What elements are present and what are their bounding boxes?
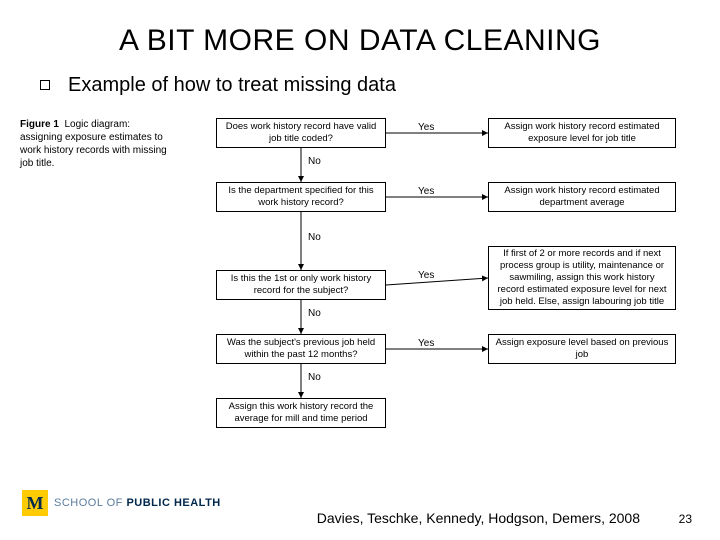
edge-label: No <box>308 232 321 243</box>
logo-text-thin: SCHOOL OF <box>54 497 126 509</box>
bullet-icon <box>40 80 50 90</box>
flow-node-d2: Is the department specified for this wor… <box>216 182 386 212</box>
edge-label: No <box>308 372 321 383</box>
flow-node-a1: Assign work history record estimated exp… <box>488 118 676 148</box>
edge-label: No <box>308 308 321 319</box>
page-number: 23 <box>679 512 692 526</box>
flow-node-d1: Does work history record have valid job … <box>216 118 386 148</box>
flowchart: Does work history record have valid job … <box>188 112 708 462</box>
edge-label: Yes <box>418 338 434 349</box>
citation: Davies, Teschke, Kennedy, Hodgson, Demer… <box>317 510 640 526</box>
slide-subtitle: Example of how to treat missing data <box>68 74 396 97</box>
flow-node-a5: Assign this work history record the aver… <box>216 398 386 428</box>
edge-label: Yes <box>418 186 434 197</box>
flow-node-a4: Assign exposure level based on previous … <box>488 334 676 364</box>
flow-node-a2: Assign work history record estimated dep… <box>488 182 676 212</box>
figure-caption: Figure 1 Logic diagram: assigning exposu… <box>20 118 170 170</box>
flow-node-a3: If first of 2 or more records and if nex… <box>488 246 676 310</box>
logo: M SCHOOL OF PUBLIC HEALTH <box>22 490 221 516</box>
flow-node-d4: Was the subject's previous job held with… <box>216 334 386 364</box>
logo-m-icon: M <box>22 490 48 516</box>
logo-text: SCHOOL OF PUBLIC HEALTH <box>54 497 221 509</box>
slide-title: A BIT MORE ON DATA CLEANING <box>0 24 720 58</box>
edge-label: No <box>308 156 321 167</box>
logo-text-bold: PUBLIC HEALTH <box>126 497 220 509</box>
flow-node-d3: Is this the 1st or only work history rec… <box>216 270 386 300</box>
edge-label: Yes <box>418 122 434 133</box>
figure-label: Figure 1 <box>20 119 59 130</box>
edge-label: Yes <box>418 270 434 281</box>
